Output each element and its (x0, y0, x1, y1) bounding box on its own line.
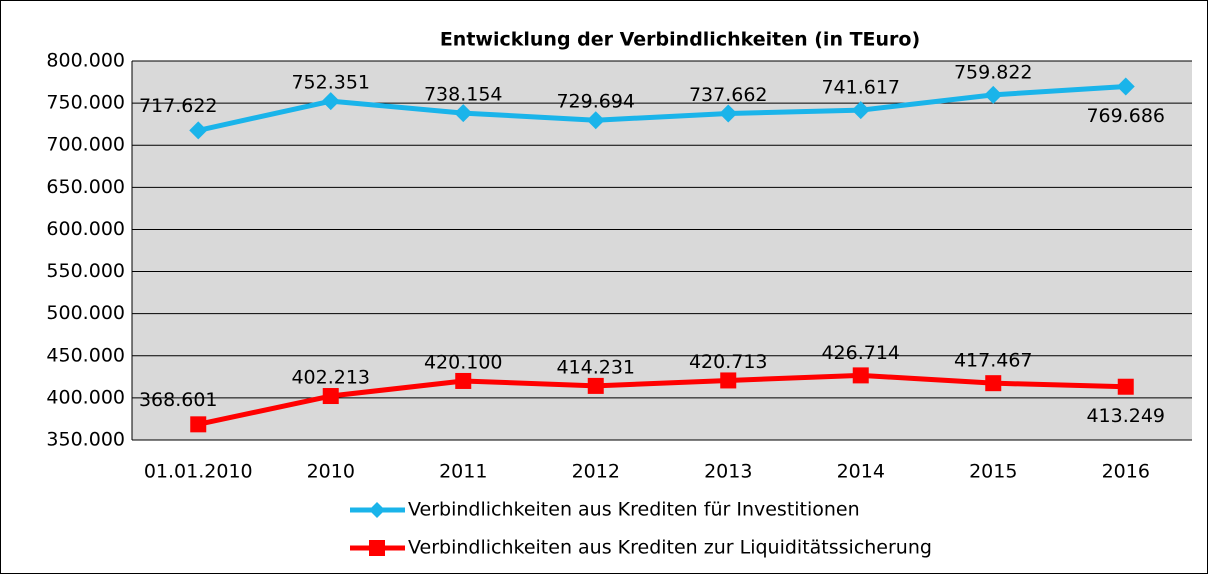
data-label: 426.714 (821, 342, 900, 364)
y-tick-label: 400.000 (46, 386, 125, 408)
legend-label: Verbindlichkeiten aus Krediten für Inves… (408, 499, 860, 521)
point (852, 367, 869, 384)
x-tick-label: 2014 (837, 461, 885, 483)
y-tick-label: 650.000 (46, 176, 125, 198)
point (454, 104, 473, 123)
legend-marker (369, 502, 385, 518)
y-tick-label: 600.000 (46, 218, 125, 240)
point (984, 85, 1003, 104)
data-label: 752.351 (291, 72, 370, 94)
point (455, 372, 472, 389)
data-label: 420.100 (424, 351, 503, 373)
plot-area (132, 61, 1192, 440)
x-tick-label: 2015 (969, 461, 1017, 483)
point (851, 101, 870, 120)
data-label: 769.686 (1086, 105, 1165, 127)
x-tick-label: 2016 (1102, 461, 1150, 483)
data-label: 759.822 (954, 61, 1033, 83)
data-label: 368.601 (139, 389, 218, 411)
data-label: 414.231 (556, 356, 635, 378)
y-tick-label: 700.000 (46, 134, 125, 156)
data-label: 413.249 (1086, 405, 1165, 427)
y-tick-label: 450.000 (46, 344, 125, 366)
point (1117, 378, 1134, 395)
chart-title: Entwicklung der Verbindlichkeiten (in TE… (440, 29, 920, 51)
data-label: 741.617 (821, 77, 900, 99)
legend-marker (369, 540, 385, 556)
point (587, 377, 604, 394)
data-label: 717.622 (139, 95, 218, 117)
point (586, 111, 605, 130)
x-tick-label: 2013 (704, 461, 752, 483)
y-tick-label: 550.000 (46, 260, 125, 282)
series-line (197, 84, 1126, 133)
point (720, 372, 737, 389)
point (189, 121, 208, 140)
y-tick-label: 500.000 (46, 302, 125, 324)
y-tick-label: 750.000 (46, 92, 125, 114)
point (985, 375, 1002, 392)
x-tick-label: 2012 (572, 461, 620, 483)
point (322, 388, 339, 405)
point (719, 104, 738, 123)
legend-label: Verbindlichkeiten aus Krediten zur Liqui… (408, 537, 932, 559)
data-label: 737.662 (689, 84, 768, 106)
point (321, 92, 340, 111)
y-tick-label: 800.000 (46, 50, 125, 72)
data-label: 729.694 (556, 91, 635, 113)
x-tick-label: 2010 (307, 461, 355, 483)
point (190, 416, 207, 433)
data-label: 738.154 (424, 84, 503, 106)
point (1116, 77, 1135, 96)
data-label: 402.213 (291, 367, 370, 389)
x-tick-label: 01.01.2010 (144, 461, 253, 483)
y-tick-label: 350.000 (46, 429, 125, 451)
data-label: 417.467 (954, 350, 1033, 372)
x-tick-label: 2011 (439, 461, 487, 483)
series-line (197, 372, 1126, 427)
data-label: 420.713 (689, 351, 768, 373)
